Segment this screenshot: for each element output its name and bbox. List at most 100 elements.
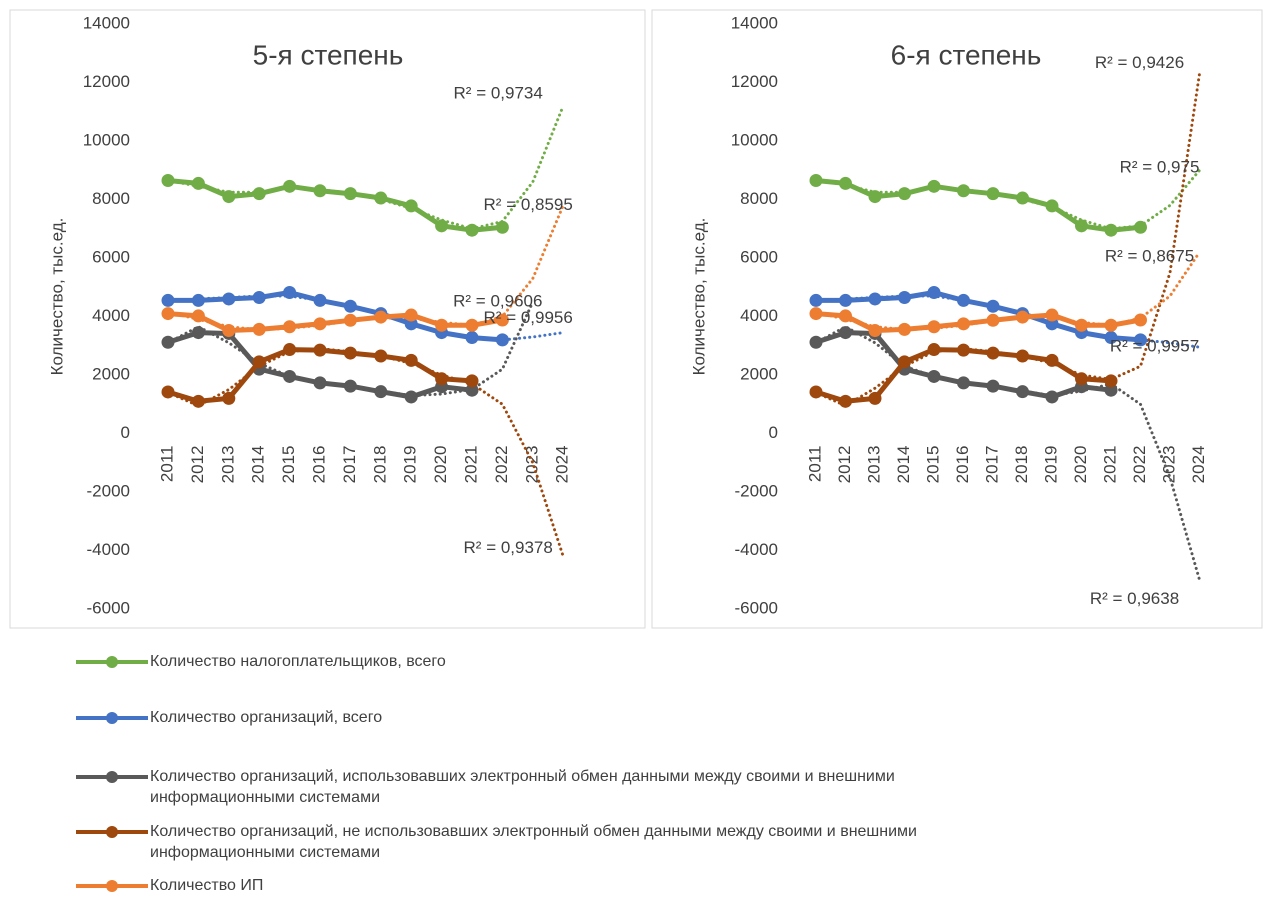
data-point: [868, 190, 882, 204]
legend-marker: [106, 771, 118, 783]
data-point: [1045, 308, 1059, 322]
data-point: [283, 320, 297, 334]
data-point: [957, 343, 970, 357]
data-point: [1045, 199, 1059, 213]
legend-entry: Количество организаций, не использовавши…: [150, 823, 917, 861]
data-point: [868, 324, 882, 338]
x-tick-label: 2018: [1012, 446, 1031, 484]
data-point: [222, 391, 236, 405]
legend-swatch: [76, 712, 148, 724]
x-tick-label: 2013: [864, 446, 883, 484]
data-point: [986, 187, 1000, 201]
y-tick-label: 0: [121, 423, 130, 442]
x-tick-label: 2016: [309, 446, 328, 484]
data-point: [1016, 191, 1029, 205]
y-tick-label: 4000: [740, 306, 778, 325]
x-tick-label: 2014: [894, 446, 913, 484]
trendline: [814, 324, 1201, 582]
legend-marker: [106, 826, 118, 838]
r-squared-label: R² = 0,975: [1120, 158, 1200, 177]
data-point: [161, 293, 175, 307]
data-point: [927, 320, 941, 334]
legend-swatch: [76, 771, 148, 783]
legend-entry: Количество организаций, всего: [150, 709, 383, 726]
data-point: [374, 349, 388, 363]
data-point: [839, 309, 852, 323]
trendline: [166, 347, 565, 558]
y-tick-label: 12000: [731, 72, 778, 91]
x-tick-label: 2017: [340, 446, 359, 484]
data-point: [465, 383, 479, 397]
x-tick-label: 2014: [249, 446, 268, 484]
data-point: [839, 326, 852, 340]
data-point: [957, 184, 970, 198]
data-point: [404, 353, 418, 367]
data-point: [191, 176, 205, 190]
data-point: [986, 299, 1000, 313]
data-point: [252, 290, 266, 304]
x-tick-label: 2020: [431, 446, 450, 484]
data-point: [343, 379, 357, 393]
data-point: [252, 322, 266, 336]
legend-entry: Количество налогоплательщиков, всего: [150, 653, 446, 670]
data-point: [809, 307, 823, 321]
legend-entry: Количество ИП: [150, 877, 264, 894]
x-tick-label: 2022: [492, 446, 511, 484]
data-point: [1075, 372, 1088, 386]
data-point: [1016, 385, 1029, 399]
r-squared-label: R² = 0,9957: [1110, 337, 1199, 356]
x-tick-label: 2023: [522, 446, 541, 484]
data-point: [1104, 383, 1118, 397]
data-point: [898, 322, 911, 336]
data-point: [839, 394, 852, 408]
data-point: [898, 355, 911, 369]
r-squared-label: R² = 0,9426: [1095, 53, 1184, 72]
chart-frame: [651, 9, 1263, 629]
data-point: [161, 335, 175, 349]
data-point: [927, 179, 941, 193]
y-tick-label: 12000: [83, 72, 130, 91]
x-tick-label: 2018: [370, 446, 389, 484]
data-point: [283, 286, 297, 300]
r-squared-label: R² = 0,8675: [1105, 247, 1194, 266]
data-point: [809, 335, 823, 349]
y-tick-label: 14000: [731, 13, 778, 32]
data-point: [313, 184, 327, 198]
x-tick-label: 2024: [1189, 446, 1208, 484]
x-tick-label: 2022: [1130, 446, 1149, 484]
data-point: [868, 292, 882, 306]
y-tick-label: 8000: [740, 189, 778, 208]
x-tick-label: 2024: [553, 446, 572, 484]
y-tick-label: 10000: [83, 130, 130, 149]
legend-entry: Количество организаций, использовавших э…: [150, 768, 895, 806]
data-point: [374, 191, 388, 205]
y-tick-label: 10000: [731, 130, 778, 149]
data-point: [1075, 219, 1088, 233]
legend-marker: [106, 712, 118, 724]
data-point: [495, 220, 509, 234]
chart-frame: [9, 9, 646, 629]
chart-title: 6-я степень: [891, 39, 1042, 70]
data-point: [313, 293, 327, 307]
y-tick-label: 4000: [92, 306, 130, 325]
y-tick-label: -2000: [87, 481, 130, 500]
data-point: [404, 390, 418, 404]
data-point: [465, 374, 479, 388]
data-point: [283, 369, 297, 383]
x-tick-label: 2012: [188, 446, 207, 484]
x-tick-label: 2012: [835, 446, 854, 484]
data-point: [1016, 349, 1029, 363]
data-point: [927, 343, 941, 357]
data-point: [313, 343, 327, 357]
legend-marker: [106, 656, 118, 668]
series-line: [815, 311, 1141, 333]
data-point: [343, 313, 357, 327]
data-point: [986, 313, 1000, 327]
data-point: [161, 385, 175, 399]
legend-marker: [106, 880, 118, 892]
data-point: [313, 317, 327, 331]
r-squared-label: R² = 0,9606: [453, 291, 542, 310]
data-point: [957, 376, 970, 390]
data-point: [1045, 353, 1059, 367]
data-point: [283, 343, 297, 357]
